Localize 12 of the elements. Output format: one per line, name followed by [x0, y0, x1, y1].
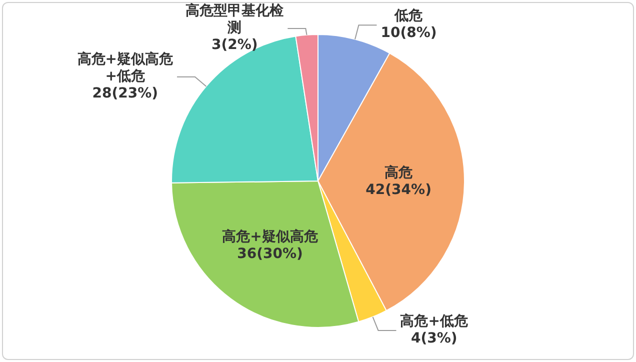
data-label: 10(8%)	[380, 25, 437, 42]
slice-label: 高危+疑似高危+低危	[77, 50, 173, 85]
slice-label: 高危型甲基化检测	[186, 2, 285, 36]
slice-label: 低危	[394, 8, 423, 24]
slice-label: 高危+疑似高危	[222, 228, 318, 245]
slice-label: 高危+低危	[400, 312, 468, 330]
data-label: 4(3%)	[410, 330, 458, 347]
data-label: 36(30%)	[237, 246, 303, 262]
data-label: 3(2%)	[212, 37, 258, 54]
slice-label: 高危	[384, 164, 413, 182]
data-label: 28(23%)	[92, 86, 158, 102]
data-label: 42(34%)	[366, 182, 432, 198]
